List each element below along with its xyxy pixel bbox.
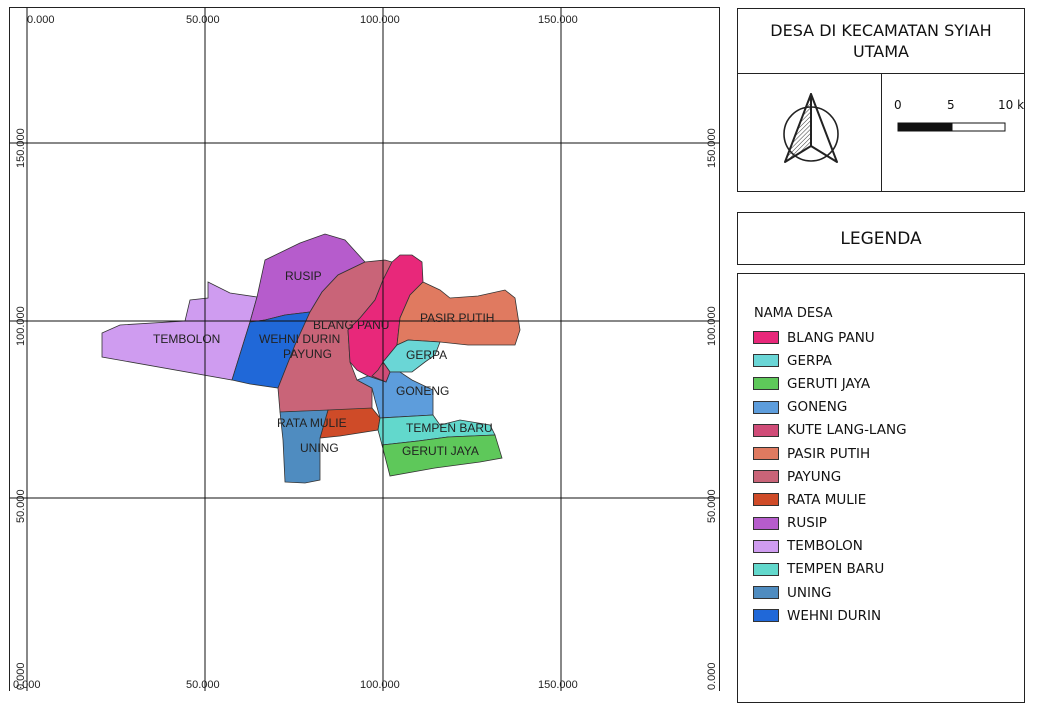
legend-item: TEMPEN BARU [753, 558, 907, 581]
map-title: DESA DI KECAMATAN SYIAH UTAMA [770, 21, 992, 61]
legend-swatch [753, 354, 779, 368]
map-label-gerpa: GERPA [406, 348, 447, 362]
legend-title: LEGENDA [840, 228, 922, 249]
polygon-kute-lang-lang [371, 361, 391, 383]
map-title-panel: DESA DI KECAMATAN SYIAH UTAMA [737, 8, 1025, 74]
legend-swatch [753, 562, 779, 576]
polygon-pasir-putih [396, 281, 521, 346]
grid-label-right: 0.000 [706, 662, 718, 690]
grid-label-bottom: 150.000 [538, 679, 578, 691]
legend-label: GERUTI JAYA [787, 375, 871, 392]
legend-label: WEHNI DURIN [787, 607, 882, 624]
scale-label-10: 10 km [998, 98, 1025, 112]
legend-swatch [753, 539, 779, 553]
map-label-uning: UNING [300, 441, 339, 455]
legend-item: BLANG PANU [753, 326, 907, 349]
grid-label-left: 50.000 [15, 489, 27, 523]
legend-swatch [753, 493, 779, 507]
grid-label-top: 100.000 [360, 14, 400, 26]
north-arrow-panel [737, 73, 882, 192]
scale-label-5: 5 [947, 98, 955, 112]
legend-item: GERPA [753, 349, 907, 372]
legend-swatch [753, 331, 779, 345]
legend-label: GERPA [787, 352, 832, 369]
graticule [9, 7, 720, 691]
legend-swatch [753, 400, 779, 414]
grid-label-bottom: 50.000 [186, 679, 220, 691]
grid-label-bottom: 0.000 [13, 679, 41, 691]
legend-item: UNING [753, 581, 907, 604]
map-label-rata-mulie: RATA MULIE [277, 416, 347, 430]
legend-swatch [753, 516, 779, 530]
legend-item: PAYUNG [753, 465, 907, 488]
legend-item: GERUTI JAYA [753, 372, 907, 395]
grid-label-left: 0.000 [15, 662, 27, 690]
legend-list: BLANG PANU GERPA GERUTI JAYA GONENG KUTE LAN… [753, 326, 907, 627]
grid-label-top: 150.000 [538, 14, 578, 26]
village-polygons [101, 233, 521, 484]
legend-label: UNING [787, 584, 832, 601]
legend-label: KUTE LANG-LANG [787, 422, 907, 439]
legend-label: GONENG [787, 399, 848, 416]
legend-item: WEHNI DURIN [753, 604, 907, 627]
grid-label-left: 100.000 [15, 306, 27, 346]
legend-label: RATA MULIE [787, 491, 867, 508]
grid-label-bottom: 100.000 [360, 679, 400, 691]
grid-coordinate-labels: 0.000 50.000 100.000 150.000 0.000 50.00… [13, 14, 718, 691]
legend-item: RATA MULIE [753, 488, 907, 511]
legend-item: PASIR PUTIH [753, 442, 907, 465]
polygon-tembolon [101, 281, 258, 381]
grid-label-right: 100.000 [706, 306, 718, 346]
legend-panel: NAMA DESA BLANG PANU GERPA GERUTI JAYA GONE… [737, 273, 1025, 703]
legend-swatch [753, 447, 779, 461]
legend-title-panel: LEGENDA [737, 212, 1025, 265]
legend-item: TEMBOLON [753, 535, 907, 558]
legend-label: TEMPEN BARU [787, 561, 885, 578]
grid-label-right: 150.000 [706, 128, 718, 168]
map-label-goneng: GONENG [396, 384, 449, 398]
map-label-wehni-durin: WEHNI DURIN [259, 332, 340, 346]
scale-bar-panel: 0 5 10 km [881, 73, 1025, 192]
legend-item: KUTE LANG-LANG [753, 419, 907, 442]
map-label-blang-panu: BLANG PANU [313, 318, 389, 332]
scale-bar [897, 122, 1006, 132]
map-label-pasir-putih: PASIR PUTIH [420, 311, 494, 325]
grid-label-right: 50.000 [706, 489, 718, 523]
grid-label-left: 150.000 [15, 128, 27, 168]
legend-label: TEMBOLON [787, 538, 863, 555]
map-label-geruti-jaya: GERUTI JAYA [402, 444, 479, 458]
legend-label: PASIR PUTIH [787, 445, 871, 462]
legend-swatch [753, 586, 779, 600]
map-label-payung: PAYUNG [283, 347, 332, 361]
polygon-uning [279, 409, 329, 484]
map-label-tembolon: TEMBOLON [153, 332, 220, 346]
grid-label-top: 50.000 [186, 14, 220, 26]
north-arrow-icon [783, 93, 839, 163]
map-label-rusip: RUSIP [285, 269, 322, 283]
legend-item: GONENG [753, 396, 907, 419]
legend-label: RUSIP [787, 515, 827, 532]
polygon-geruti-jaya [381, 434, 503, 477]
scale-label-0: 0 [894, 98, 902, 112]
legend-swatch [753, 423, 779, 437]
village-labels: RUSIP TEMBOLON WEHNI DURIN BLANG PANU PA… [153, 269, 494, 458]
legend-swatch [753, 377, 779, 391]
legend-heading: NAMA DESA [754, 306, 833, 321]
map-label-tempen-baru: TEMPEN BARU [406, 421, 493, 435]
legend-swatch [753, 609, 779, 623]
legend-swatch [753, 470, 779, 484]
grid-label-top: 0.000 [27, 14, 55, 26]
legend-label: BLANG PANU [787, 329, 875, 346]
legend-label: PAYUNG [787, 468, 842, 485]
legend-item: RUSIP [753, 512, 907, 535]
